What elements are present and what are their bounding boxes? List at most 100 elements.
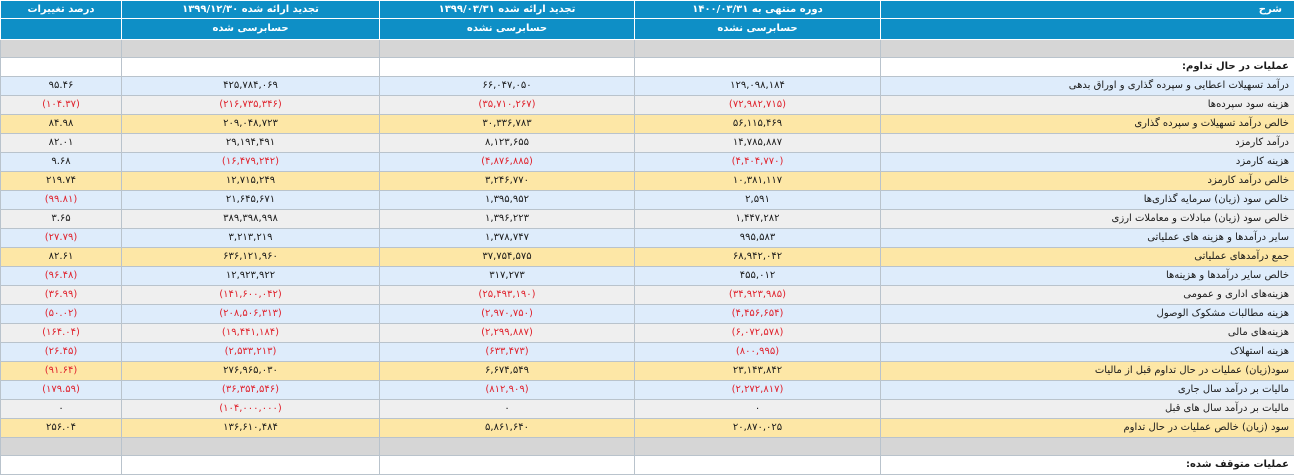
value-change-percent: ۸۴.۹۸ (1, 115, 122, 134)
table-row: سود(زیان) عملیات در حال تداوم قبل از مال… (1, 362, 1294, 381)
value-change-percent: (۲۷.۷۹) (1, 229, 122, 248)
section-title-discontinued: عملیات متوقف شده: (881, 456, 1294, 475)
value-change-percent: ۹۵.۴۶ (1, 77, 122, 96)
value-restated-1399-12: ۱۲,۷۱۵,۲۴۹ (122, 172, 380, 191)
value-restated-1399-12: (۳۶,۳۵۴,۵۴۶) (122, 381, 380, 400)
value-restated-1399-03: ۸,۱۲۳,۶۵۵ (380, 134, 635, 153)
header-change-percent: درصد تغییرات (1, 1, 122, 19)
row-label: هزینه‌های مالی (881, 324, 1294, 343)
header-restated-1399-12: تجدید ارائه شده ۱۳۹۹/۱۲/۳۰ (122, 1, 380, 19)
row-label: هزینه مطالبات مشکوک الوصول (881, 305, 1294, 324)
value-restated-1399-03: (۲,۹۷۰,۷۵۰) (380, 305, 635, 324)
value-change-percent: (۱۶۴.۰۴) (1, 324, 122, 343)
value-period-1400-03: ۲۳,۱۴۳,۸۴۲ (635, 362, 881, 381)
value-restated-1399-03: ۵,۸۶۱,۶۴۰ (380, 419, 635, 438)
value-change-percent: (۵۰.۰۲) (1, 305, 122, 324)
header-audit-change-empty (1, 19, 122, 40)
table-row: درآمد تسهیلات اعطایی و سپرده گذاری و اور… (1, 77, 1294, 96)
header-restated-1399-03: تجدید ارائه شده ۱۳۹۹/۰۳/۳۱ (380, 1, 635, 19)
section-row-continuing: عملیات در حال تداوم: (1, 58, 1294, 77)
value-restated-1399-12: (۱۰۴,۰۰۰,۰۰۰) (122, 400, 380, 419)
value-period-1400-03: ۱,۴۴۷,۲۸۲ (635, 210, 881, 229)
table-row: مالیات بر درآمد سال جاری(۲,۲۷۲,۸۱۷)(۸۱۲,… (1, 381, 1294, 400)
table-row: هزینه‌های مالی(۶,۰۷۲,۵۷۸)(۲,۲۹۹,۸۸۷)(۱۹,… (1, 324, 1294, 343)
value-change-percent: (۹۹.۸۱) (1, 191, 122, 210)
value-restated-1399-12: (۲۰۸,۵۰۶,۳۱۳) (122, 305, 380, 324)
header-audit-period: حسابرسی نشده (635, 19, 881, 40)
value-restated-1399-12: ۲۷۶,۹۶۵,۰۳۰ (122, 362, 380, 381)
value-change-percent: ۸۲.۰۱ (1, 134, 122, 153)
value-restated-1399-12: ۳۸۹,۳۹۸,۹۹۸ (122, 210, 380, 229)
row-label: خالص درآمد کارمزد (881, 172, 1294, 191)
value-restated-1399-03: (۴,۸۷۶,۸۸۵) (380, 153, 635, 172)
spacer-row (1, 40, 1294, 58)
value-restated-1399-12: ۱۲,۹۲۳,۹۲۲ (122, 267, 380, 286)
row-label: مالیات بر درآمد سال های قبل (881, 400, 1294, 419)
value-change-percent: (۹۱.۶۴) (1, 362, 122, 381)
value-restated-1399-03: ۱,۳۹۶,۲۲۳ (380, 210, 635, 229)
value-period-1400-03: ۹۹۵,۵۸۳ (635, 229, 881, 248)
value-restated-1399-03: ۶,۶۷۴,۵۴۹ (380, 362, 635, 381)
row-label: جمع درآمدهای عملیاتی (881, 248, 1294, 267)
value-change-percent: (۹۶.۴۸) (1, 267, 122, 286)
value-period-1400-03: ۲۰,۸۷۰,۰۲۵ (635, 419, 881, 438)
section-row-discontinued: عملیات متوقف شده: (1, 456, 1294, 475)
value-period-1400-03: (۸۰۰,۹۹۵) (635, 343, 881, 362)
section-title-continuing: عملیات در حال تداوم: (881, 58, 1294, 77)
spacer-row (1, 438, 1294, 456)
row-label: خالص سایر درآمدها و هزینه‌ها (881, 267, 1294, 286)
value-restated-1399-12: ۳,۲۱۳,۲۱۹ (122, 229, 380, 248)
row-label: خالص سود (زیان) مبادلات و معاملات ارزی (881, 210, 1294, 229)
value-change-percent: (۱۷۹.۵۹) (1, 381, 122, 400)
table-header: شرح دوره منتهی به ۱۴۰۰/۰۳/۳۱ تجدید ارائه… (1, 1, 1294, 40)
row-label: سود(زیان) عملیات در حال تداوم قبل از مال… (881, 362, 1294, 381)
row-label: خالص سود (زیان) سرمایه گذاری‌ها (881, 191, 1294, 210)
value-restated-1399-12: (۲۱۶,۷۳۵,۳۴۶) (122, 96, 380, 115)
value-period-1400-03: (۴,۴۵۶,۶۵۴) (635, 305, 881, 324)
value-period-1400-03: ۱۲۹,۰۹۸,۱۸۴ (635, 77, 881, 96)
value-period-1400-03: (۶,۰۷۲,۵۷۸) (635, 324, 881, 343)
value-period-1400-03: (۳۴,۹۲۳,۹۸۵) (635, 286, 881, 305)
value-restated-1399-12: ۲۱,۶۴۵,۶۷۱ (122, 191, 380, 210)
value-restated-1399-03: ۰ (380, 400, 635, 419)
value-restated-1399-12: ۱۳۶,۶۱۰,۴۸۴ (122, 419, 380, 438)
value-restated-1399-03: ۱,۳۹۵,۹۵۲ (380, 191, 635, 210)
row-label: هزینه سود سپرده‌ها (881, 96, 1294, 115)
value-restated-1399-03: ۳۷,۷۵۴,۵۷۵ (380, 248, 635, 267)
value-change-percent: ۲۱۹.۷۴ (1, 172, 122, 191)
value-restated-1399-12: (۱۶,۴۷۹,۲۴۲) (122, 153, 380, 172)
value-change-percent: ۹.۶۸ (1, 153, 122, 172)
value-restated-1399-12: ۶۳۶,۱۲۱,۹۶۰ (122, 248, 380, 267)
row-label: هزینه کارمزد (881, 153, 1294, 172)
value-restated-1399-12: (۲,۵۳۳,۲۱۳) (122, 343, 380, 362)
header-audit-empty (881, 19, 1294, 40)
table-row: هزینه استهلاک(۸۰۰,۹۹۵)(۶۳۳,۴۷۳)(۲,۵۳۳,۲۱… (1, 343, 1294, 362)
table-row: هزینه‌های اداری و عمومی(۳۴,۹۲۳,۹۸۵)(۲۵,۴… (1, 286, 1294, 305)
row-label: هزینه‌های اداری و عمومی (881, 286, 1294, 305)
row-label: خالص درآمد تسهیلات و سپرده گذاری (881, 115, 1294, 134)
value-period-1400-03: ۱۴,۷۸۵,۸۸۷ (635, 134, 881, 153)
value-restated-1399-12: ۲۹,۱۹۴,۴۹۱ (122, 134, 380, 153)
value-change-percent: ۸۲.۶۱ (1, 248, 122, 267)
value-change-percent: (۱۰۴.۳۷) (1, 96, 122, 115)
value-period-1400-03: ۵۶,۱۱۵,۴۶۹ (635, 115, 881, 134)
value-restated-1399-03: (۲۵,۴۹۳,۱۹۰) (380, 286, 635, 305)
row-label: سود (زیان) خالص عملیات در حال تداوم (881, 419, 1294, 438)
value-period-1400-03: ۱۰,۳۸۱,۱۱۷ (635, 172, 881, 191)
row-label: سایر درآمدها و هزینه های عملیاتی (881, 229, 1294, 248)
table-row: هزینه مطالبات مشکوک الوصول(۴,۴۵۶,۶۵۴)(۲,… (1, 305, 1294, 324)
value-change-percent: ۳.۶۵ (1, 210, 122, 229)
row-label: درآمد کارمزد (881, 134, 1294, 153)
value-change-percent: ۲۵۶.۰۴ (1, 419, 122, 438)
value-restated-1399-03: (۶۳۳,۴۷۳) (380, 343, 635, 362)
value-restated-1399-03: (۲,۲۹۹,۸۸۷) (380, 324, 635, 343)
row-label: هزینه استهلاک (881, 343, 1294, 362)
